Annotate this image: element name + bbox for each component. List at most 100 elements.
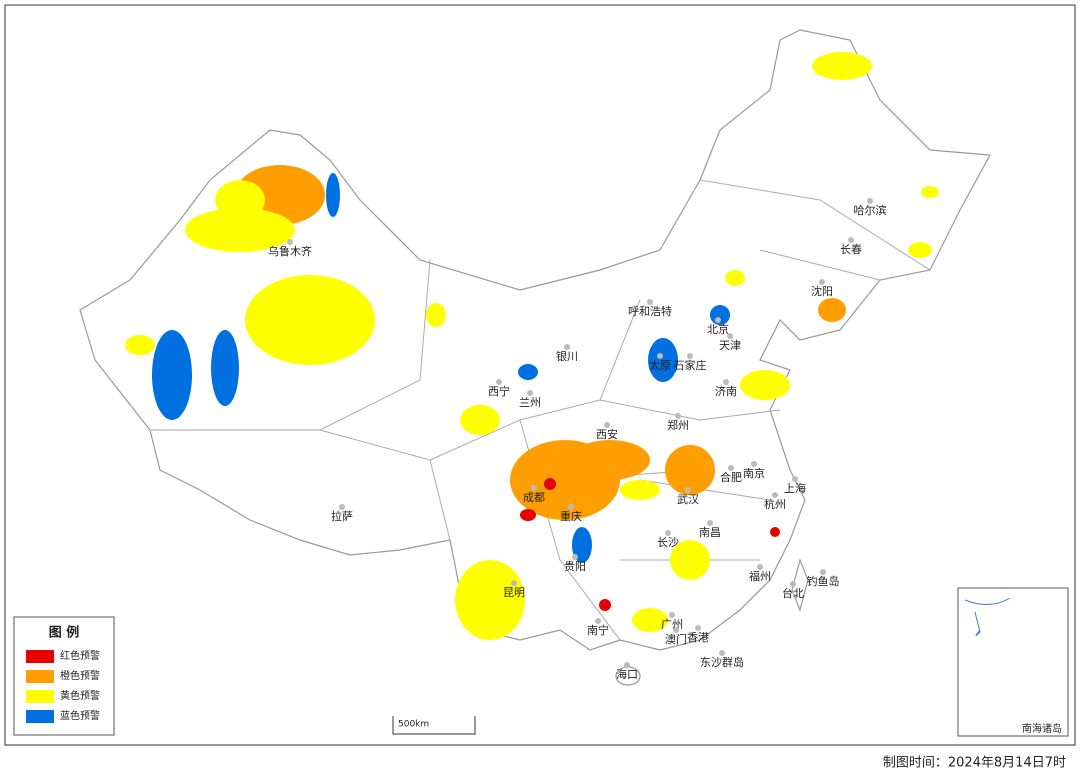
warning-area	[670, 540, 710, 580]
city-dot	[568, 504, 574, 510]
city-label: 长春	[840, 243, 862, 256]
scale-label: 500km	[398, 720, 429, 730]
city-label: 银川	[556, 349, 578, 363]
warning-area	[245, 275, 375, 365]
city-label: 天津	[719, 339, 741, 352]
city-dot	[848, 237, 854, 243]
warning-area	[125, 335, 155, 355]
city-dot	[792, 476, 798, 482]
city-dot	[673, 627, 679, 633]
city-label: 广州	[661, 618, 683, 631]
city-dot	[669, 612, 675, 618]
city-label: 西安	[596, 427, 618, 441]
city-dot	[819, 279, 825, 285]
city-label: 钓鱼岛	[807, 574, 840, 588]
city-dot	[287, 239, 293, 245]
city-label: 郑州	[667, 418, 689, 432]
warning-area	[326, 173, 340, 217]
warning-area	[460, 405, 500, 435]
city-label: 哈尔滨	[854, 203, 887, 217]
warning-areas	[125, 52, 939, 640]
city-dot	[675, 413, 681, 419]
scale-bar: 500km	[392, 716, 476, 735]
city-dot	[665, 530, 671, 536]
inset-label: 南海诸岛	[1022, 722, 1062, 735]
legend-swatch	[26, 690, 54, 703]
city-label: 济南	[715, 384, 737, 398]
city-label: 武汉	[677, 493, 699, 506]
warning-area	[572, 527, 592, 563]
city-dot	[790, 581, 796, 587]
legend-label: 黄色预警	[60, 689, 100, 702]
city-label: 贵阳	[564, 560, 586, 573]
warning-area	[921, 186, 939, 198]
city-dot	[727, 333, 733, 339]
legend-label: 蓝色预警	[60, 709, 100, 722]
warning-area	[520, 509, 536, 521]
scale-line	[392, 716, 476, 735]
legend-swatch	[26, 670, 54, 683]
city-dot	[624, 662, 630, 668]
warning-area	[812, 52, 872, 80]
legend-label: 红色预警	[60, 649, 100, 662]
warning-area	[544, 478, 556, 490]
warning-area	[518, 364, 538, 380]
city-label: 呼和浩特	[628, 304, 672, 318]
city-label: 南昌	[699, 526, 721, 539]
city-dot	[595, 618, 601, 624]
city-label: 合肥	[720, 470, 742, 484]
warning-area	[770, 527, 780, 537]
legend-title: 图 例	[49, 625, 80, 641]
footer: 制图时间：2024年8月14日7时	[883, 756, 1066, 771]
city-dot	[657, 353, 663, 359]
warning-area	[620, 480, 660, 500]
city-label: 东沙群岛	[700, 655, 744, 669]
warning-area	[570, 440, 650, 480]
city-label: 重庆	[560, 509, 582, 523]
city-label: 上海	[784, 481, 806, 495]
city-label: 北京	[707, 322, 729, 336]
city-label: 澳门	[665, 632, 687, 646]
warning-area	[908, 242, 932, 258]
city-label: 拉萨	[331, 509, 353, 523]
city-dot	[531, 485, 537, 491]
warning-area	[740, 370, 790, 400]
city-dot	[511, 580, 517, 586]
warning-area	[665, 445, 715, 495]
city-label: 乌鲁木齐	[268, 244, 312, 258]
city-dot	[695, 625, 701, 631]
inset: 南海诸岛	[957, 587, 1069, 737]
city-dot	[728, 465, 734, 471]
city-dot	[687, 353, 693, 359]
inset-coast	[964, 597, 1011, 636]
city-label: 兰州	[519, 396, 541, 409]
warning-area	[185, 208, 295, 252]
city-label: 台北	[782, 586, 804, 600]
city-dot	[751, 461, 757, 467]
city-label: 杭州	[764, 497, 786, 511]
city-label: 长沙	[657, 536, 679, 549]
city-label: 西宁	[488, 384, 510, 398]
warning-area	[632, 608, 668, 632]
city-label: 沈阳	[811, 284, 833, 298]
city-dot	[604, 422, 610, 428]
city-dot	[496, 379, 502, 385]
warning-area	[152, 330, 192, 420]
warning-area	[599, 599, 611, 611]
city-dot	[647, 299, 653, 305]
legend-label: 橙色预警	[60, 669, 100, 682]
warning-area	[426, 303, 446, 327]
city-dot	[772, 492, 778, 498]
warning-area	[818, 298, 846, 322]
city-dot	[685, 487, 691, 493]
city-dot	[867, 198, 873, 204]
city-dot	[564, 344, 570, 350]
city-label: 香港	[687, 631, 709, 644]
city-label: 成都	[523, 491, 545, 504]
city-dot	[757, 564, 763, 570]
city-label: 太原	[649, 359, 671, 372]
city-label: 石家庄	[674, 358, 707, 372]
city-dot	[719, 650, 725, 656]
